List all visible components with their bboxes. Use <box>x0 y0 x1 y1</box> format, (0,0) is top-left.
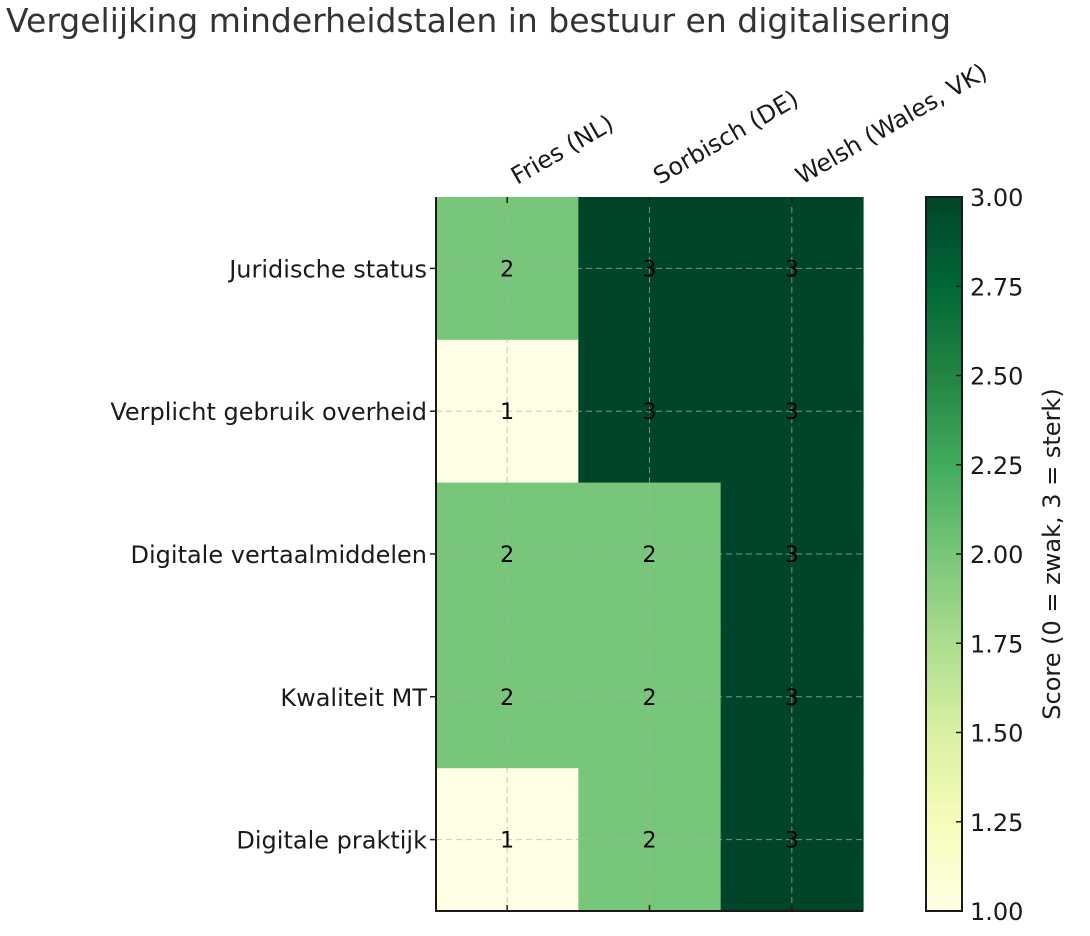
row-label: Digitale vertaalmiddelen <box>131 541 427 569</box>
column-labels: Fries (NL) Sorbisch (DE)Welsh (Wales, VK) <box>506 58 992 190</box>
cell-value-label: 3 <box>785 543 799 568</box>
colorbar-tick-label: 1.75 <box>970 630 1023 658</box>
cell-value-label: 3 <box>785 686 799 711</box>
row-label: Juridische status <box>227 255 427 283</box>
cell-value-label: 3 <box>785 257 799 282</box>
cell-value-label: 3 <box>643 257 657 282</box>
colorbar-tick-label: 3.00 <box>970 184 1023 212</box>
cell-value-label: 2 <box>643 543 657 568</box>
colorbar-tick-label: 2.25 <box>970 452 1023 480</box>
cell-value-label: 2 <box>500 543 514 568</box>
colorbar-tick-label: 1.50 <box>970 720 1023 748</box>
cell-value-label: 2 <box>500 257 514 282</box>
cell-value-label: 2 <box>643 686 657 711</box>
colorbar: 1.00 1.25 1.50 1.75 2.00 2.25 2.50 2.75 3.00 Scor… <box>925 184 1066 926</box>
cell-value-label: 3 <box>785 400 799 425</box>
colorbar-tick-label: 2.50 <box>970 363 1023 391</box>
colorbar-tick-label: 1.00 <box>970 898 1023 926</box>
column-label: Welsh (Wales, VK) <box>791 58 992 190</box>
cell-value-label: 2 <box>500 686 514 711</box>
column-label: Fries (NL) <box>506 109 618 190</box>
axes-frame <box>430 197 863 912</box>
cell-value-label: 1 <box>500 400 514 425</box>
column-label: Sorbisch (DE) <box>649 85 804 191</box>
cell-value-label: 1 <box>500 829 514 854</box>
cell-value-label: 3 <box>643 400 657 425</box>
row-label: Kwaliteit MT <box>280 684 427 712</box>
cell-value-label: 3 <box>785 829 799 854</box>
chart-title: Vergelijking minderheidstalen in bestuur… <box>6 1 951 40</box>
colorbar-tick-label: 1.25 <box>970 809 1023 837</box>
cell-value-labels: 2 3 3 1 3 3 2 2 3 2 2 3 1 2 3 <box>500 257 799 853</box>
row-label: Verplicht gebruik overheid <box>110 398 427 426</box>
row-labels: Juridische status Verplicht gebruik overh… <box>110 255 427 854</box>
cell-value-label: 2 <box>643 829 657 854</box>
colorbar-tick-label: 2.00 <box>970 541 1023 569</box>
colorbar-tick-label: 2.75 <box>970 273 1023 301</box>
colorbar-label: Score (0 = zwak, 3 = sterk) <box>1038 388 1066 719</box>
row-label: Digitale praktijk <box>236 827 427 855</box>
grid-lines <box>436 197 863 911</box>
